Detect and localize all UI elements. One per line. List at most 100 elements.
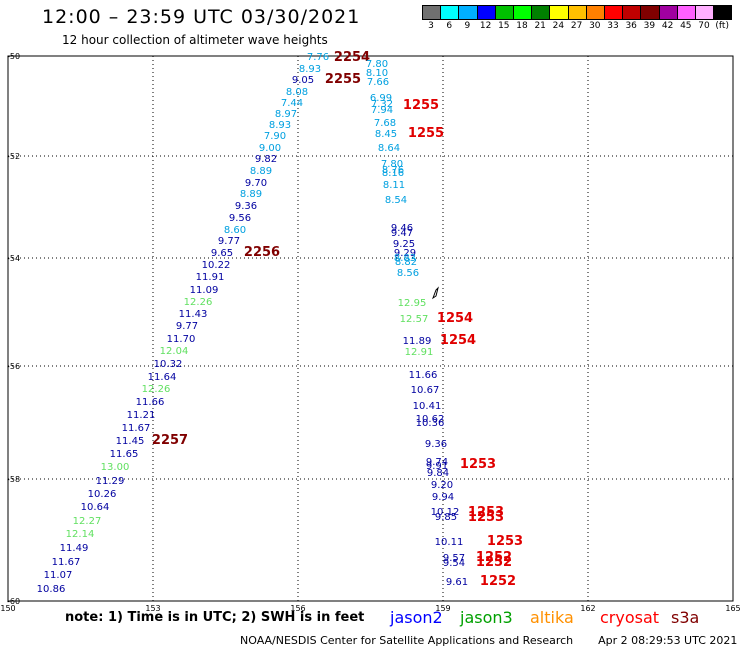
wave-height-value: 11.64 <box>148 372 177 383</box>
wave-height-value: 8.83 <box>394 253 416 264</box>
wave-height-value: 12.14 <box>66 529 95 540</box>
pass-time-label: 2256 <box>244 245 280 260</box>
wave-height-value: 9.94 <box>432 492 454 503</box>
legend-label: 36 <box>625 21 637 31</box>
satellite-cryosat: cryosat <box>600 608 660 627</box>
longitude-label: 159 <box>435 604 450 613</box>
pass-time-label: 1253 <box>487 534 523 549</box>
legend-label: 9 <box>464 21 471 31</box>
legend-label: 3 <box>428 21 434 31</box>
wave-height-value: 7.44 <box>281 98 303 109</box>
legend-label: 45 <box>680 21 692 31</box>
longitude-label: 165 <box>725 604 740 613</box>
satellite-jason2: jason2 <box>390 608 443 627</box>
satellite-s3a: s3a <box>671 608 700 627</box>
wave-height-value: 10.64 <box>81 502 110 513</box>
legend-label: 21 <box>534 21 546 31</box>
timestamp-text: Apr 2 08:29:53 UTC 2021 <box>598 634 738 647</box>
wave-height-value: 11.09 <box>190 285 219 296</box>
wave-height-value: 7.80 <box>381 159 403 170</box>
wave-height-value: 9.57 <box>443 553 465 564</box>
pass-time-label: 1252 <box>476 550 512 565</box>
latitude-label: -56 <box>7 362 20 371</box>
wave-height-value: 11.67 <box>52 557 81 568</box>
wave-height-value: 9.20 <box>431 480 453 491</box>
wave-height-value: 10.26 <box>88 489 117 500</box>
wave-height-value: 7.32 <box>371 99 393 110</box>
wave-height-value: 8.11 <box>383 180 405 191</box>
wave-height-value: 11.07 <box>44 570 73 581</box>
wave-height-value: 11.45 <box>116 436 145 447</box>
wave-height-value: 9.29 <box>394 248 416 259</box>
wave-height-value: 8.97 <box>275 109 297 120</box>
wave-height-value: 9.70 <box>245 178 267 189</box>
wave-height-value: 11.43 <box>179 309 208 320</box>
satellite-jason3: jason3 <box>460 608 513 627</box>
pass-time-label: 1253 <box>468 505 504 520</box>
pass-time-label: 2254 <box>334 50 370 65</box>
island-outline <box>431 286 439 300</box>
wave-height-value: 12.04 <box>160 346 189 357</box>
wave-height-value: 8.10 <box>366 68 388 79</box>
wave-height-value: 9.84 <box>427 468 449 479</box>
wave-height-value: 10.22 <box>202 260 231 271</box>
longitude-label: 153 <box>145 604 160 613</box>
pass-time-label: 1252 <box>480 574 516 589</box>
graticule <box>8 56 733 601</box>
wave-height-value: 11.67 <box>122 423 151 434</box>
pass-time-label: 1255 <box>403 98 439 113</box>
wave-height-value: 9.61 <box>446 577 468 588</box>
wave-height-value: 12.26 <box>184 297 213 308</box>
legend-label: 33 <box>607 21 619 31</box>
wave-height-value: 7.90 <box>264 131 286 142</box>
wave-height-value: 8.08 <box>286 87 308 98</box>
longitude-label: 162 <box>580 604 595 613</box>
wave-height-value: 10.36 <box>416 418 445 429</box>
pass-time-label: 1254 <box>440 333 476 348</box>
wave-height-value: 9.82 <box>255 154 277 165</box>
longitude-label: 156 <box>290 604 305 613</box>
footer-credit: NOAA/NESDIS Center for Satellite Applica… <box>240 634 737 647</box>
latitude-label: -58 <box>7 475 20 484</box>
pass-time-label: 1255 <box>408 126 444 141</box>
wave-height-value: 6.99 <box>370 93 392 104</box>
legend-label: 39 <box>643 21 656 31</box>
legend-label: 6 <box>446 21 453 31</box>
longitude-label: 150 <box>0 604 15 613</box>
wave-height-value: 11.21 <box>127 410 156 421</box>
wave-height-value: 8.76 <box>382 165 404 176</box>
wave-height-value: 8.64 <box>378 143 400 154</box>
wave-height-value: 12.95 <box>398 298 427 309</box>
wave-height-value: 11.65 <box>110 449 139 460</box>
map-frame <box>7 55 734 602</box>
wave-height-value: 12.57 <box>400 314 429 325</box>
wave-height-value: 9.47 <box>391 228 413 239</box>
legend-label: 24 <box>552 21 565 31</box>
satellite-altika: altika <box>530 608 574 627</box>
wave-height-value: 10.67 <box>411 385 440 396</box>
page-title: 12:00 – 23:59 UTC 03/30/2021 <box>42 6 361 28</box>
latitude-label: -54 <box>7 254 20 263</box>
wave-height-value: 9.36 <box>235 201 257 212</box>
wave-height-value: 10.62 <box>416 414 445 425</box>
wave-height-value: 9.56 <box>229 213 251 224</box>
wave-height-value: 9.65 <box>211 248 233 259</box>
wave-height-value: 9.00 <box>259 143 281 154</box>
wave-height-value: 11.89 <box>403 336 432 347</box>
wave-height-value: 7.80 <box>366 59 388 70</box>
pass-time-label: 2257 <box>152 433 188 448</box>
wave-height-value: 11.66 <box>409 370 438 381</box>
wave-height-value: 9.46 <box>391 223 413 234</box>
wave-height-value: 10.11 <box>435 537 464 548</box>
wave-height-value: 9.91 <box>426 461 448 472</box>
wave-height-value: 9.77 <box>176 321 198 332</box>
wave-height-value: 9.74 <box>426 457 448 468</box>
wave-height-value: 12.27 <box>73 516 102 527</box>
wave-height-value: 12.26 <box>142 384 171 395</box>
wave-height-value: 8.89 <box>240 189 262 200</box>
wave-height-value: 11.91 <box>196 272 225 283</box>
wave-height-value: 11.29 <box>96 476 125 487</box>
wave-height-value: 13.00 <box>101 462 130 473</box>
